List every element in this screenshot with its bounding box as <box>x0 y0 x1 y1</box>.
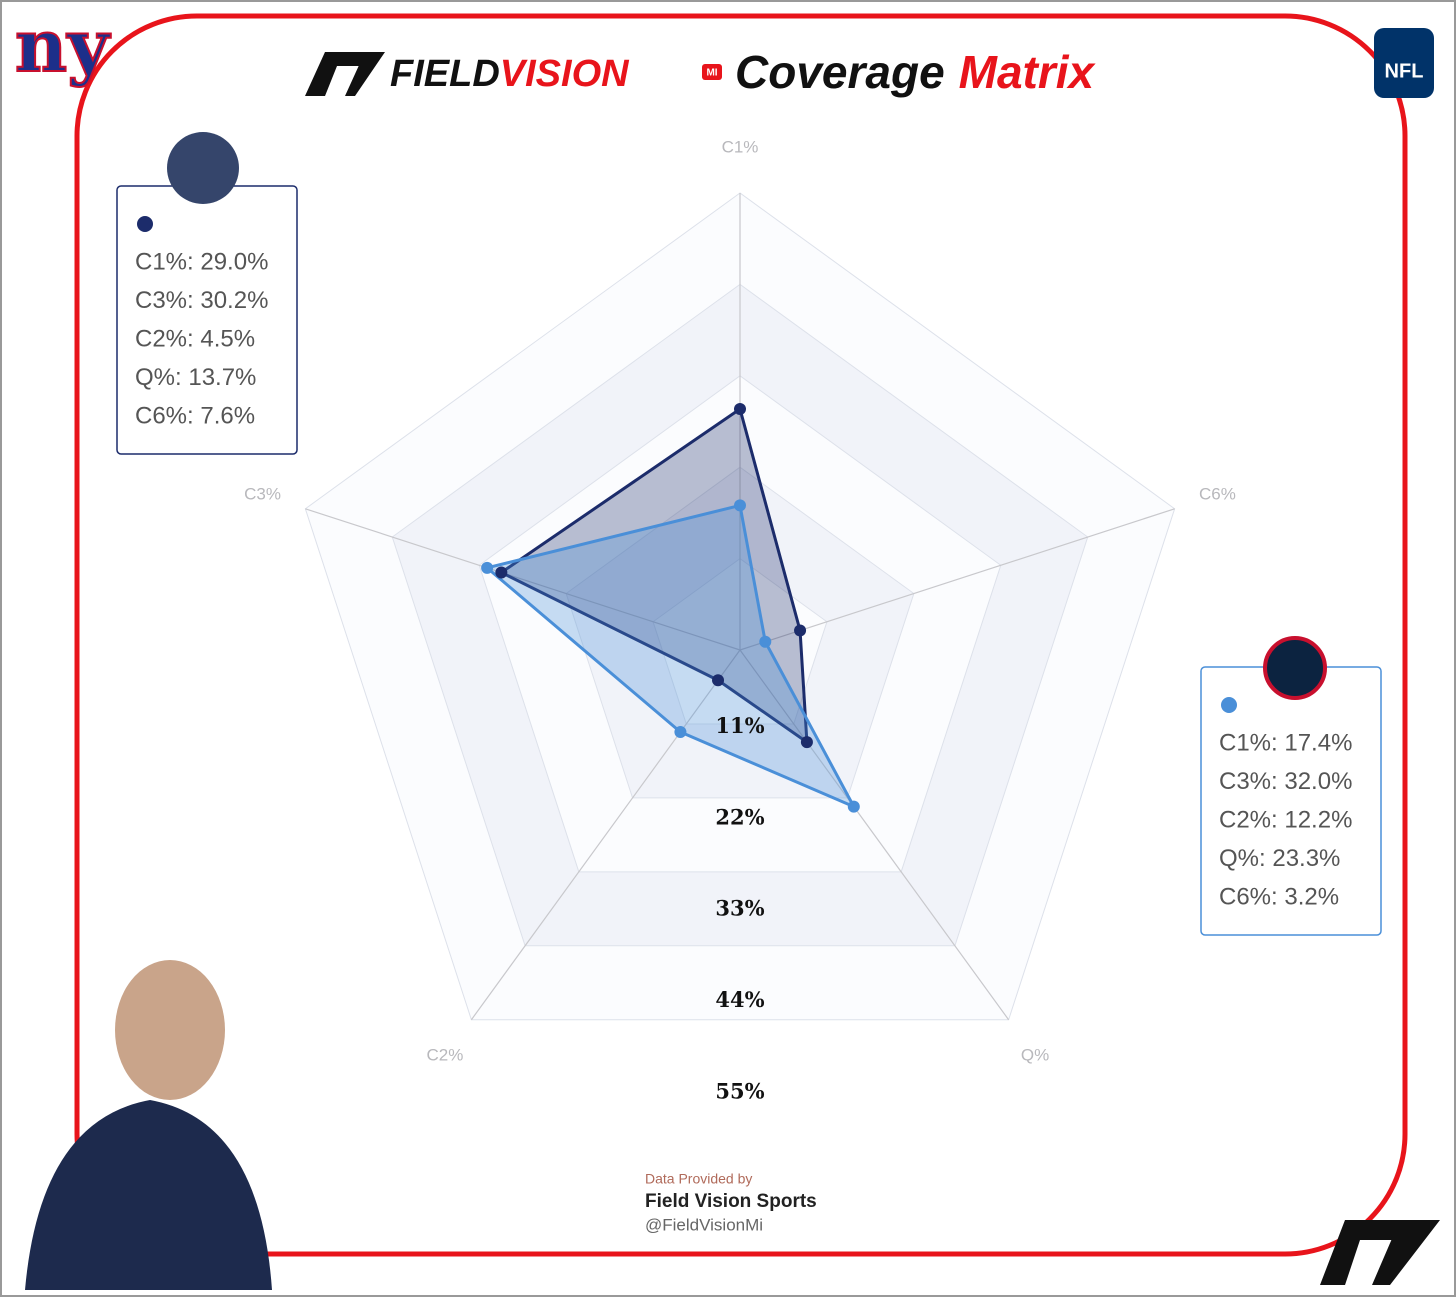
brand-second: VISION <box>500 53 630 95</box>
spoke <box>470 649 741 1021</box>
tooltip-line: C6%: 7.6% <box>135 402 255 429</box>
team-logo: ny <box>15 3 111 88</box>
red-border <box>74 13 1408 1257</box>
brand-text: FIELDVISION <box>390 53 630 95</box>
brand-first: FIELD <box>390 53 500 95</box>
nfl-shield <box>1374 28 1434 98</box>
r-tick-label: 55% <box>715 1079 764 1104</box>
tooltip-line: C1%: 17.4% <box>1219 729 1352 756</box>
series-point <box>734 403 746 416</box>
footer-line: @FieldVisionMi <box>645 1215 763 1234</box>
axis-label: C6% <box>1199 484 1236 503</box>
series-point <box>495 566 508 579</box>
series-area <box>485 503 856 809</box>
spoke <box>739 649 1010 1021</box>
series-point <box>794 624 807 637</box>
tooltip-line: C6%: 3.2% <box>1219 883 1339 910</box>
series-point <box>481 561 494 574</box>
r-tick-label: 33% <box>715 896 764 921</box>
footer-line: Field Vision Sports <box>645 1191 817 1212</box>
radar: C1% C3% C2% Q% C6% 11% 22% 33% 44% 55% <box>244 137 1236 1103</box>
spoke <box>739 508 1175 651</box>
tooltip-line: C2%: 4.5% <box>135 325 255 352</box>
series-point <box>734 499 746 512</box>
tooltip-line: C2%: 12.2% <box>1219 806 1352 833</box>
badge-bg <box>702 64 722 80</box>
coach-photo <box>25 1100 272 1290</box>
tooltip-line: C3%: 32.0% <box>1219 768 1352 795</box>
series-area <box>499 407 809 744</box>
coach-photo <box>167 132 239 204</box>
series-point <box>800 736 813 749</box>
series-point <box>847 800 860 813</box>
r-tick-label: 44% <box>715 987 764 1012</box>
r-tick-label: 22% <box>715 804 764 829</box>
legend-dot <box>1221 697 1237 713</box>
axis-label: C3% <box>244 484 281 503</box>
legend-dot <box>137 216 153 232</box>
brand-mark <box>305 52 385 96</box>
tooltip-line: C1%: 29.0% <box>135 248 268 275</box>
axis-label: C2% <box>427 1046 464 1065</box>
spoke <box>305 508 741 651</box>
nfl-logo: NFL <box>1385 60 1424 82</box>
r-tick-label: 11% <box>715 713 764 738</box>
axis-label: C1% <box>722 137 759 156</box>
tooltip-line: C3%: 30.2% <box>135 287 268 314</box>
title-first: Coverage <box>735 46 945 98</box>
tooltip-line: Q%: 13.7% <box>135 364 256 391</box>
series-point <box>759 635 772 648</box>
series-point <box>712 674 725 687</box>
series-point <box>674 726 687 739</box>
title: Coverage Matrix <box>735 46 1097 98</box>
brand-mark <box>1320 1220 1440 1285</box>
title-second: Matrix <box>959 46 1097 98</box>
footer-line: Data Provided by <box>645 1171 752 1187</box>
team-logo-titans <box>1263 636 1327 700</box>
coach-photo <box>115 960 225 1100</box>
axis-label: Q% <box>1021 1046 1049 1065</box>
brand-badge: MI <box>706 68 717 79</box>
tooltip-line: Q%: 23.3% <box>1219 845 1340 872</box>
